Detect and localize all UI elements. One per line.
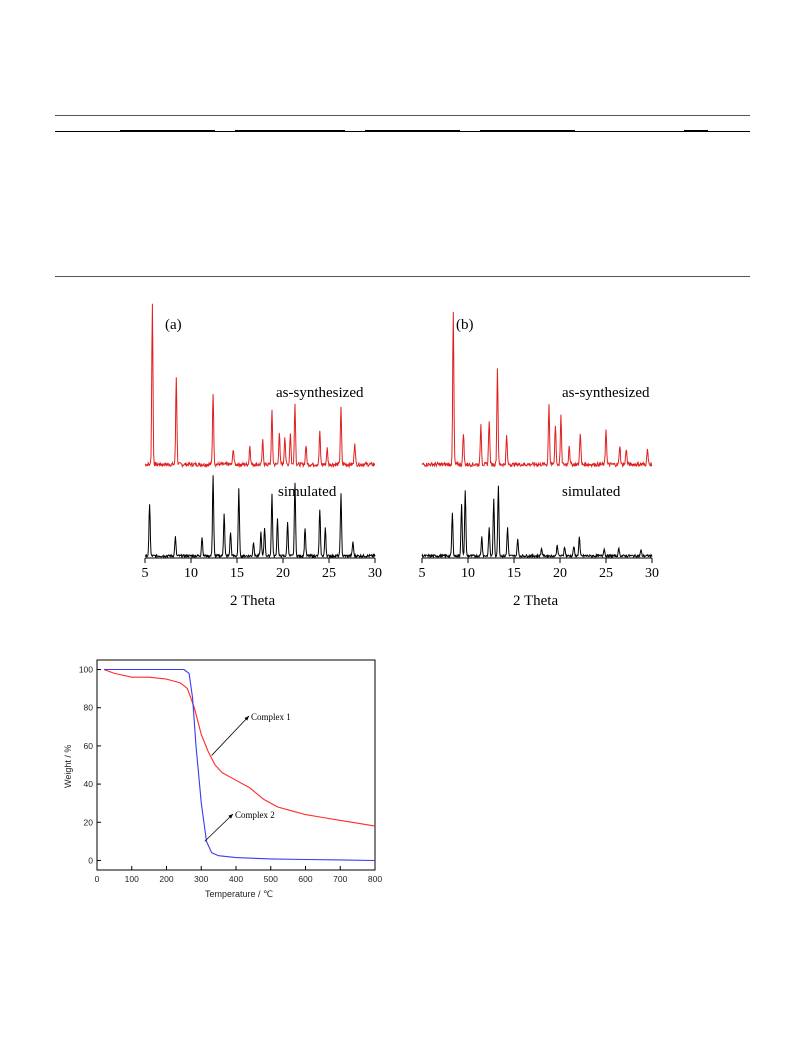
x-tick-label: 20 bbox=[276, 566, 290, 581]
pxrd-series-simulated bbox=[144, 475, 376, 559]
table-top-rule bbox=[55, 115, 750, 116]
x-tick-label: 500 bbox=[264, 874, 278, 884]
annotation-arrow-complex-2 bbox=[204, 813, 234, 842]
x-tick-label: 30 bbox=[645, 566, 659, 581]
tga-curves bbox=[103, 668, 376, 862]
x-tick-label: 0 bbox=[95, 874, 100, 884]
pxrd-series-simulated bbox=[421, 485, 653, 559]
y-tick-label: 20 bbox=[84, 817, 94, 827]
x-tick-label: 700 bbox=[333, 874, 347, 884]
table-header-segment bbox=[235, 130, 345, 132]
x-tick-label: 30 bbox=[368, 566, 382, 581]
pxrd-traces bbox=[421, 311, 653, 559]
x-tick-label: 5 bbox=[142, 566, 149, 581]
y-tick-label: 80 bbox=[84, 703, 94, 713]
x-ticks: 5 10 15 20 25 30 bbox=[419, 558, 659, 581]
pxrd-panel-b: (b) as-synthesized simulated 5 10 15 20 25 30… bbox=[419, 311, 659, 609]
y-tick-label: 0 bbox=[88, 855, 93, 865]
trace-label-as-synthesized: as-synthesized bbox=[562, 385, 650, 401]
y-tick-label: 40 bbox=[84, 779, 94, 789]
annotation-arrows bbox=[204, 715, 250, 842]
table-header-segment bbox=[120, 130, 215, 132]
table-header-segment bbox=[480, 130, 575, 132]
x-tick-label: 15 bbox=[507, 566, 521, 581]
trace-label-simulated: simulated bbox=[278, 484, 337, 500]
x-ticks: 5 10 15 20 25 30 bbox=[142, 558, 382, 581]
panel-label: (a) bbox=[165, 317, 182, 333]
trace-label-as-synthesized: as-synthesized bbox=[276, 385, 364, 401]
trace-label-simulated: simulated bbox=[562, 484, 621, 500]
annotation-complex-2: Complex 2 bbox=[235, 810, 275, 820]
tga-plot: 0 20 40 60 80 100 0 100 200 300 400 500 600 700 800 C… bbox=[63, 659, 382, 899]
table-header-segment bbox=[684, 130, 708, 132]
x-tick-label: 100 bbox=[125, 874, 139, 884]
annotation-complex-1: Complex 1 bbox=[251, 712, 291, 722]
x-tick-label: 25 bbox=[599, 566, 613, 581]
pxrd-series-as-synthesized bbox=[421, 311, 653, 469]
x-axis-label: Temperature / ℃ bbox=[205, 889, 273, 899]
x-ticks: 0 100 200 300 400 500 600 700 800 bbox=[95, 866, 382, 884]
x-tick-label: 25 bbox=[322, 566, 336, 581]
y-tick-label: 100 bbox=[79, 665, 93, 675]
x-tick-label: 600 bbox=[298, 874, 312, 884]
arrowhead-icon bbox=[244, 716, 249, 721]
x-tick-label: 10 bbox=[184, 566, 198, 581]
x-tick-label: 300 bbox=[194, 874, 208, 884]
x-tick-label: 800 bbox=[368, 874, 382, 884]
arrowhead-icon bbox=[228, 814, 233, 819]
x-tick-label: 15 bbox=[230, 566, 244, 581]
x-tick-label: 400 bbox=[229, 874, 243, 884]
annotation-arrow-complex-1 bbox=[211, 715, 250, 756]
x-tick-label: 10 bbox=[461, 566, 475, 581]
x-tick-label: 200 bbox=[159, 874, 173, 884]
y-ticks: 0 20 40 60 80 100 bbox=[79, 665, 101, 865]
tga-curve-complex-1 bbox=[103, 668, 376, 827]
table-header-segment bbox=[365, 130, 460, 132]
x-axis-label: 2 Theta bbox=[513, 593, 558, 609]
x-tick-label: 20 bbox=[553, 566, 567, 581]
pxrd-traces bbox=[144, 303, 376, 559]
y-axis-label: Weight / % bbox=[63, 745, 73, 788]
pxrd-series-as-synthesized bbox=[144, 303, 376, 469]
panel-label: (b) bbox=[456, 317, 474, 333]
table-bottom-rule bbox=[55, 276, 750, 277]
x-tick-label: 5 bbox=[419, 566, 426, 581]
x-axis-label: 2 Theta bbox=[230, 593, 275, 609]
plot-frame bbox=[96, 659, 376, 871]
tga-curve-complex-2 bbox=[104, 668, 376, 862]
y-tick-label: 60 bbox=[84, 741, 94, 751]
pxrd-panel-a: (a) as-synthesized simulated 5 10 15 20 25 30… bbox=[142, 303, 382, 609]
